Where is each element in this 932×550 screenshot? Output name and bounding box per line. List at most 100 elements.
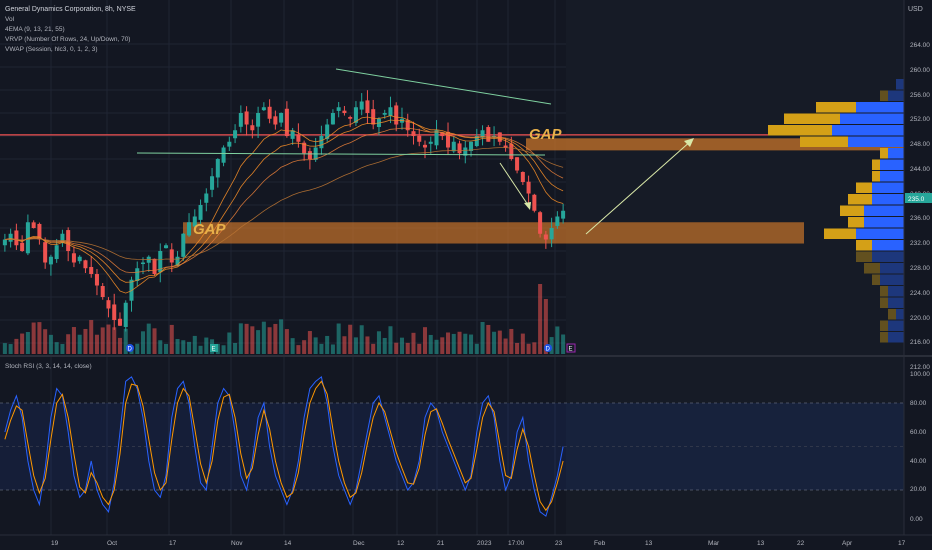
- vp-down-bar: [880, 332, 888, 343]
- time-label: Apr: [842, 540, 853, 547]
- volume-bar: [66, 334, 71, 354]
- candle-body: [94, 274, 99, 286]
- candle-body: [158, 251, 163, 273]
- dividend-marker[interactable]: [544, 344, 552, 352]
- indicator-vrvp[interactable]: VRVP (Number Of Rows, 24, Up/Down, 70): [5, 36, 130, 43]
- vp-down-bar: [856, 251, 872, 262]
- volume-bar: [302, 340, 307, 354]
- volume-bar: [83, 328, 88, 354]
- candle-body: [106, 300, 111, 309]
- volume-bar: [336, 323, 341, 354]
- volume-bar: [497, 330, 502, 354]
- vp-up-bar: [872, 240, 904, 251]
- volume-bar: [175, 339, 180, 354]
- arrow-down-head: [524, 202, 531, 210]
- candle-body: [480, 130, 485, 138]
- price-tick-labels: 264.00 260.00 256.00 252.00 248.00 244.0…: [910, 42, 930, 371]
- volume-bar: [520, 333, 525, 354]
- volume-bar: [342, 336, 347, 354]
- candle-body: [417, 135, 422, 142]
- vp-up-bar: [888, 297, 904, 308]
- price-tick: 232.00: [910, 240, 930, 247]
- volume-bar: [192, 335, 197, 354]
- time-label: 14: [284, 540, 292, 547]
- indicator-vol[interactable]: Vol: [5, 16, 15, 23]
- volume-bar: [405, 342, 410, 354]
- volume-bar: [77, 334, 82, 354]
- stoch-tick: 0.00: [910, 516, 923, 523]
- candle-body: [256, 113, 261, 127]
- candle-body: [325, 124, 330, 139]
- candle-body: [100, 286, 105, 297]
- volume-bar: [434, 339, 439, 354]
- time-label: 13: [757, 540, 765, 547]
- volume-bar: [140, 331, 146, 354]
- candle-body: [469, 141, 474, 152]
- event-markers: D E D E: [126, 343, 576, 353]
- stoch-rsi-label[interactable]: Stoch RSI (3, 3, 14, 14, close): [5, 363, 92, 370]
- event-marker-label: D: [546, 347, 551, 353]
- currency-label: USD: [908, 6, 923, 13]
- candle-body: [394, 105, 399, 125]
- last-price-badge: 235.0: [905, 193, 932, 203]
- time-label: 17:00: [508, 540, 525, 547]
- volume-bar: [388, 326, 393, 354]
- volume-bar: [376, 331, 381, 354]
- candle-body: [532, 194, 537, 211]
- vp-down-bar: [880, 320, 888, 331]
- volume-bar: [2, 343, 7, 354]
- earnings-marker-upcoming[interactable]: [566, 343, 576, 353]
- time-label: 12: [397, 540, 405, 547]
- volume-bar: [158, 340, 163, 354]
- stoch-tick: 80.00: [910, 400, 927, 407]
- candle-body: [405, 120, 410, 131]
- dividend-marker[interactable]: [126, 344, 134, 352]
- candle-body: [164, 245, 169, 249]
- candle-body: [135, 268, 140, 281]
- volume-bar: [422, 327, 428, 354]
- volume-bar: [492, 331, 497, 354]
- candle-body: [348, 117, 353, 119]
- volume-bar: [54, 342, 59, 354]
- time-label: Nov: [231, 540, 243, 547]
- vp-up-bar: [856, 228, 904, 239]
- volume-bar: [256, 330, 261, 354]
- volume-bar: [71, 327, 76, 354]
- vp-up-bar: [888, 332, 904, 343]
- candle-body: [250, 125, 255, 131]
- volume-bar: [382, 337, 387, 354]
- volume-bar: [457, 331, 462, 354]
- candle-body: [336, 107, 341, 111]
- symbol-title[interactable]: General Dynamics Corporation, 8h, NYSE: [5, 6, 136, 13]
- volume-bar: [221, 345, 226, 354]
- candle-body: [181, 233, 186, 257]
- volume-bar: [250, 326, 255, 354]
- volume-bar: [48, 334, 53, 354]
- volume-bar: [543, 299, 548, 354]
- vp-down-bar: [888, 309, 896, 320]
- event-marker-label: E: [212, 347, 216, 353]
- stoch-tick-labels: 100.00 80.00 60.00 40.00 20.00 0.00: [910, 371, 930, 523]
- vp-up-bar: [840, 113, 904, 124]
- volume-bar: [348, 324, 353, 354]
- vp-up-bar: [888, 90, 904, 101]
- volume-bar: [469, 334, 474, 354]
- price-tick: 252.00: [910, 116, 930, 123]
- vp-up-bar: [864, 205, 904, 216]
- candle-body: [192, 216, 197, 227]
- last-price-badge-bg: [905, 193, 932, 203]
- candle-body: [549, 228, 554, 240]
- volume-bar: [399, 337, 404, 354]
- vp-up-bar: [888, 320, 904, 331]
- candle-body: [71, 253, 76, 263]
- candle-body: [371, 109, 376, 125]
- time-label: Dec: [353, 540, 365, 547]
- indicator-ema[interactable]: 4EMA (9, 13, 21, 55): [5, 26, 65, 33]
- indicator-vwap[interactable]: VWAP (Session, hlc3, 0, 1, 2, 3): [5, 46, 98, 53]
- earnings-marker[interactable]: [210, 344, 218, 352]
- vp-down-bar: [848, 194, 872, 205]
- volume-bar: [37, 322, 42, 354]
- candle-body: [434, 130, 439, 146]
- volume-bar: [330, 344, 335, 354]
